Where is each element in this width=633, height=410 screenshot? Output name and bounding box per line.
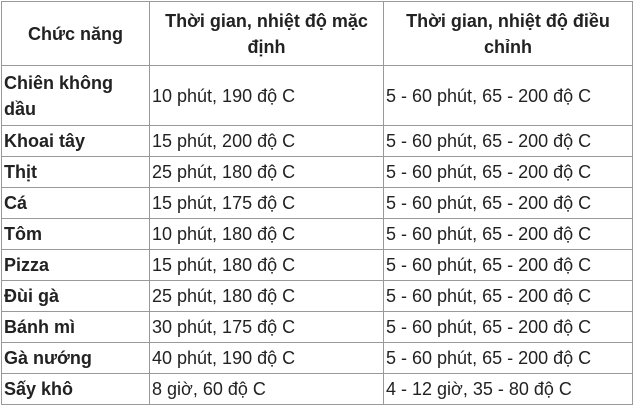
header-cell: Thời gian, nhiệt độ điều chỉnh <box>383 1 633 66</box>
table-head: Chức năng Thời gian, nhiệt độ mặc định Thờ… <box>1 1 633 66</box>
value-cell: 10 phút, 190 độ C <box>149 65 384 126</box>
value-cell: 30 phút, 175 độ C <box>149 311 384 343</box>
function-cell: Chiên không dầu <box>1 65 150 126</box>
value-cell: 15 phút, 200 độ C <box>149 125 384 157</box>
value-cell: 5 - 60 phút, 65 - 200 độ C <box>383 156 633 188</box>
value-cell: 8 giờ, 60 độ C <box>149 373 384 405</box>
value-cell: 5 - 60 phút, 65 - 200 độ C <box>383 187 633 219</box>
function-cell: Khoai tây <box>1 125 150 157</box>
value-cell: 5 - 60 phút, 65 - 200 độ C <box>383 65 633 126</box>
function-cell: Cá <box>1 187 150 219</box>
header-cell: Chức năng <box>1 1 150 66</box>
function-cell: Gà nướng <box>1 342 150 374</box>
header-cell: Thời gian, nhiệt độ mặc định <box>149 1 384 66</box>
value-cell: 25 phút, 180 độ C <box>149 280 384 312</box>
value-cell: 5 - 60 phút, 65 - 200 độ C <box>383 280 633 312</box>
value-cell: 4 - 12 giờ, 35 - 80 độ C <box>383 373 633 405</box>
function-cell: Bánh mì <box>1 311 150 343</box>
value-cell: 10 phút, 180 độ C <box>149 218 384 250</box>
function-cell: Pizza <box>1 249 150 281</box>
value-cell: 5 - 60 phút, 65 - 200 độ C <box>383 218 633 250</box>
value-cell: 5 - 60 phút, 65 - 200 độ C <box>383 249 633 281</box>
function-cell: Đùi gà <box>1 280 150 312</box>
value-cell: 15 phút, 175 độ C <box>149 187 384 219</box>
value-cell: 5 - 60 phút, 65 - 200 độ C <box>383 342 633 374</box>
function-cell: Tôm <box>1 218 150 250</box>
value-cell: 15 phút, 180 độ C <box>149 249 384 281</box>
value-cell: 5 - 60 phút, 65 - 200 độ C <box>383 311 633 343</box>
function-cell: Sấy khô <box>1 373 150 405</box>
header-row: Chức năng Thời gian, nhiệt độ mặc định Thờ… <box>1 1 633 66</box>
value-cell: 40 phút, 190 độ C <box>149 342 384 374</box>
function-cell: Thịt <box>1 156 150 188</box>
value-cell: 25 phút, 180 độ C <box>149 156 384 188</box>
value-cell: 5 - 60 phút, 65 - 200 độ C <box>383 125 633 157</box>
